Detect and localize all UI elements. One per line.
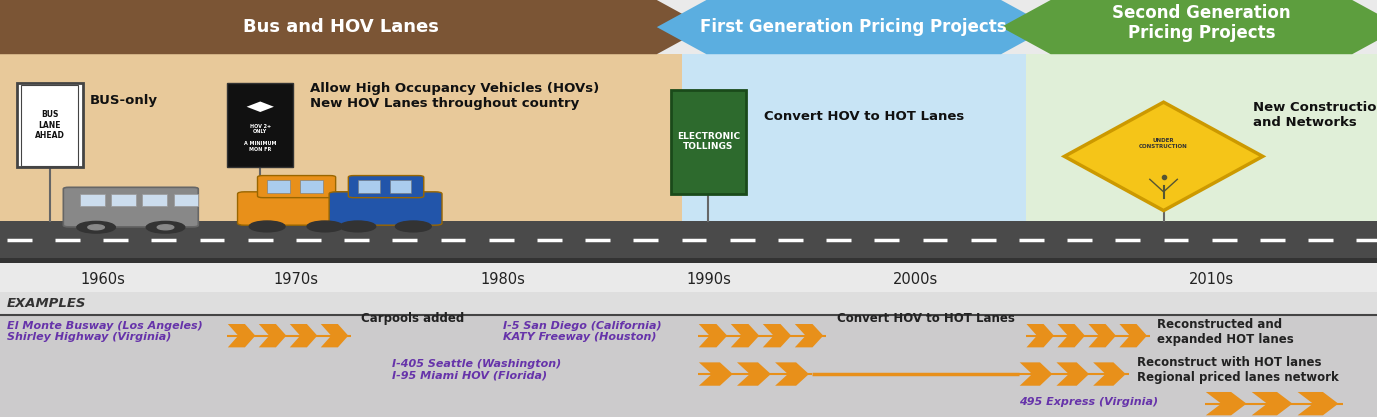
Bar: [0, 221, 1377, 259]
Bar: [300, 180, 322, 193]
Bar: [112, 193, 136, 206]
Polygon shape: [1206, 392, 1246, 415]
Polygon shape: [1001, 0, 1377, 54]
Polygon shape: [775, 362, 808, 386]
Bar: [1026, 54, 1377, 221]
Polygon shape: [1120, 324, 1147, 347]
Polygon shape: [657, 0, 1051, 54]
Text: El Monte Busway (Los Angeles)
Shirley Highway (Virginia): El Monte Busway (Los Angeles) Shirley Hi…: [7, 321, 202, 342]
Bar: [80, 193, 105, 206]
Bar: [227, 83, 293, 167]
Text: ELECTRONIC
TOLLINGS: ELECTRONIC TOLLINGS: [677, 132, 739, 151]
Text: 2010s: 2010s: [1190, 272, 1234, 287]
Bar: [0, 292, 1377, 315]
Text: 1970s: 1970s: [274, 272, 318, 287]
Bar: [21, 85, 78, 166]
Polygon shape: [1056, 362, 1089, 386]
Circle shape: [146, 221, 185, 233]
Text: Carpools added: Carpools added: [361, 312, 464, 325]
Text: 1960s: 1960s: [81, 272, 125, 287]
Polygon shape: [1026, 324, 1053, 347]
FancyBboxPatch shape: [257, 176, 336, 198]
Polygon shape: [1088, 324, 1115, 347]
Polygon shape: [1058, 324, 1085, 347]
Polygon shape: [321, 324, 348, 347]
Circle shape: [249, 221, 285, 232]
Circle shape: [77, 221, 116, 233]
Text: I-405 Seattle (Washington)
I-95 Miami HOV (Florida): I-405 Seattle (Washington) I-95 Miami HO…: [392, 359, 562, 381]
Text: EXAMPLES: EXAMPLES: [7, 296, 87, 310]
Text: Reconstructed and
expanded HOT lanes: Reconstructed and expanded HOT lanes: [1157, 317, 1293, 346]
Text: Convert HOV to HOT Lanes: Convert HOV to HOT Lanes: [837, 312, 1015, 325]
Bar: [682, 54, 1026, 221]
Bar: [671, 90, 746, 194]
Bar: [0, 258, 1377, 263]
FancyBboxPatch shape: [348, 176, 424, 198]
Text: Reconstruct with HOT lanes
Regional priced lanes network: Reconstruct with HOT lanes Regional pric…: [1137, 356, 1340, 384]
Polygon shape: [1064, 102, 1263, 211]
Bar: [390, 180, 412, 193]
Polygon shape: [1020, 362, 1052, 386]
FancyBboxPatch shape: [237, 192, 354, 225]
Circle shape: [340, 221, 376, 232]
Text: 495 Express (Virginia): 495 Express (Virginia): [1019, 397, 1158, 407]
Text: BUS-only: BUS-only: [90, 93, 157, 107]
Polygon shape: [1252, 392, 1293, 415]
Polygon shape: [246, 101, 274, 112]
Text: HOV 2+
ONLY

A MINIMUM
MON FR: HOV 2+ ONLY A MINIMUM MON FR: [244, 123, 277, 152]
FancyBboxPatch shape: [329, 192, 442, 225]
Polygon shape: [1297, 392, 1338, 415]
Bar: [267, 180, 291, 193]
Text: BUS
LANE
AHEAD: BUS LANE AHEAD: [34, 110, 65, 140]
Bar: [17, 83, 83, 167]
Polygon shape: [700, 362, 733, 386]
Polygon shape: [259, 324, 286, 347]
Bar: [0, 292, 1377, 417]
Bar: [142, 193, 167, 206]
Circle shape: [395, 221, 431, 232]
Text: I-5 San Diego (California)
KATY Freeway (Houston): I-5 San Diego (California) KATY Freeway …: [503, 321, 661, 342]
Text: Bus and HOV Lanes: Bus and HOV Lanes: [242, 18, 439, 36]
Text: UNDER
CONSTRUCTION: UNDER CONSTRUCTION: [1139, 138, 1188, 149]
Text: Convert HOV to HOT Lanes: Convert HOV to HOT Lanes: [764, 110, 964, 123]
Text: 2000s: 2000s: [894, 272, 938, 287]
Polygon shape: [289, 324, 317, 347]
FancyBboxPatch shape: [63, 187, 198, 227]
Bar: [0, 54, 682, 221]
Text: 1980s: 1980s: [481, 272, 525, 287]
Polygon shape: [1093, 362, 1126, 386]
Circle shape: [157, 225, 174, 230]
Text: Allow High Occupancy Vehicles (HOVs)
New HOV Lanes throughout country: Allow High Occupancy Vehicles (HOVs) New…: [310, 82, 599, 110]
Text: First Generation Pricing Projects: First Generation Pricing Projects: [701, 18, 1007, 36]
Polygon shape: [0, 0, 706, 54]
Polygon shape: [763, 324, 792, 347]
Circle shape: [307, 221, 343, 232]
Polygon shape: [737, 362, 771, 386]
Polygon shape: [731, 324, 759, 347]
Bar: [358, 180, 380, 193]
Text: 1990s: 1990s: [687, 272, 731, 287]
Polygon shape: [698, 324, 727, 347]
Circle shape: [88, 225, 105, 230]
Polygon shape: [227, 324, 255, 347]
Bar: [174, 193, 198, 206]
Text: Second Generation
Pricing Projects: Second Generation Pricing Projects: [1113, 3, 1290, 43]
Text: New Construction
and Networks: New Construction and Networks: [1253, 100, 1377, 129]
Polygon shape: [795, 324, 823, 347]
